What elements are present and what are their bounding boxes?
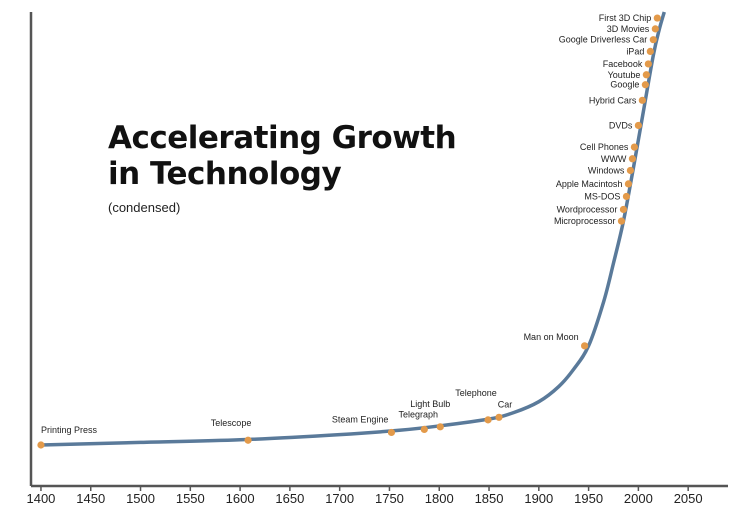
event-label: Apple Macintosh <box>556 179 623 189</box>
event-label: Steam Engine <box>332 414 389 424</box>
event-point <box>651 25 659 33</box>
x-tick-label: 1500 <box>126 491 155 506</box>
x-tick-label: 1400 <box>26 491 55 506</box>
x-tick-label: 1450 <box>76 491 105 506</box>
event-point <box>484 416 492 424</box>
event-label: Google <box>610 80 639 90</box>
event-points: Printing Press Telescope Steam Engine Teleg… <box>37 13 661 449</box>
event-point <box>244 436 252 444</box>
event-label: Youtube <box>608 70 641 80</box>
event-label: Light Bulb <box>410 399 450 409</box>
event-label: Facebook <box>603 59 643 69</box>
event-point <box>638 96 646 104</box>
growth-curve <box>40 11 666 447</box>
x-tick-label: 1900 <box>524 491 553 506</box>
event-label: Cell Phones <box>580 142 629 152</box>
event-point <box>622 192 631 201</box>
chart-subtitle: (condensed) <box>108 200 181 215</box>
event-label: Telephone <box>455 388 497 398</box>
x-tick-label: 1600 <box>226 491 255 506</box>
event-point <box>420 425 428 434</box>
x-tick-label: 1850 <box>475 491 504 506</box>
event-point <box>641 81 649 89</box>
x-tick-label: 1950 <box>574 491 603 506</box>
event-label: Google Driverless Car <box>559 35 648 45</box>
event-label: Telegraph <box>399 409 439 419</box>
event-label: 3D Movies <box>607 24 650 34</box>
x-tick-label: 2050 <box>674 491 703 506</box>
chart-title-line-1: Accelerating Growth <box>108 120 457 156</box>
event-label: Telescope <box>211 418 252 428</box>
event-point <box>642 71 650 79</box>
event-label: Car <box>498 399 513 409</box>
event-label: Printing Press <box>41 425 98 435</box>
x-tick-label: 1650 <box>275 491 304 506</box>
event-label: Hybrid Cars <box>589 95 637 105</box>
chart-title: Accelerating Growth in Technology <box>108 120 457 192</box>
event-point <box>581 342 589 350</box>
event-label: First 3D Chip <box>599 13 652 23</box>
event-label: Man on Moon <box>524 332 579 342</box>
event-label: iPad <box>626 46 644 56</box>
event-point <box>619 205 628 214</box>
event-point <box>624 180 633 188</box>
event-point <box>653 14 661 22</box>
event-label: Microprocessor <box>554 216 616 226</box>
event-point <box>630 143 639 151</box>
event-label: DVDs <box>609 120 633 130</box>
event-point <box>644 60 652 68</box>
x-tick-label: 1550 <box>176 491 205 506</box>
event-label: MS-DOS <box>584 191 620 201</box>
event-point <box>646 47 654 56</box>
x-tick-label: 1700 <box>325 491 354 506</box>
event-point <box>37 441 45 449</box>
event-point <box>436 423 444 431</box>
event-point <box>626 166 635 175</box>
x-tick-label: 1750 <box>375 491 404 506</box>
x-tick-label: 2000 <box>624 491 653 506</box>
chart-title-line-2: in Technology <box>108 156 342 192</box>
event-point <box>634 121 642 130</box>
event-point <box>628 155 637 163</box>
event-label: Wordprocessor <box>557 204 618 214</box>
event-label: Windows <box>588 165 625 175</box>
event-label: WWW <box>601 154 627 164</box>
event-point <box>617 217 626 225</box>
event-point <box>387 428 396 437</box>
event-point <box>495 413 503 421</box>
event-point <box>649 36 657 44</box>
x-tick-label: 1800 <box>425 491 454 506</box>
x-axis-ticks: 1400 1450 1500 1550 1600 1650 1700 1750 1800 1850… <box>26 486 703 506</box>
